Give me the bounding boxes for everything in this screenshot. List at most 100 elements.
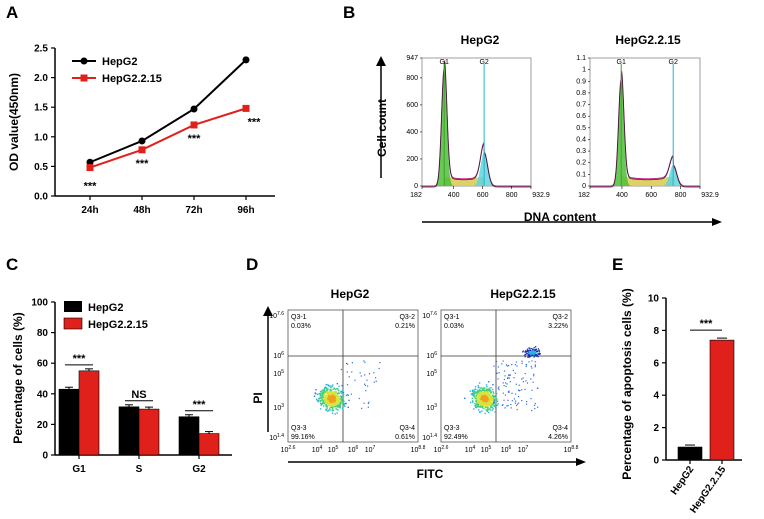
b-g1-peak-area — [590, 78, 700, 186]
d-event-dot — [328, 394, 330, 397]
d-event-dot — [489, 403, 492, 405]
d-event-dot — [492, 408, 494, 410]
d-event-dot — [488, 390, 491, 392]
d-event-dot — [338, 392, 340, 394]
d-event-dot — [337, 409, 339, 411]
d-event-dot — [472, 390, 475, 392]
d-event-dot — [530, 352, 533, 354]
d-event-dot — [330, 389, 333, 391]
d-q2-label: Q3-2 — [552, 314, 568, 321]
d-event-dot — [335, 402, 337, 405]
d-event-dot — [528, 356, 531, 358]
a-data-point — [138, 146, 146, 154]
d-event-dot — [340, 392, 343, 394]
d-event-dot — [475, 397, 477, 400]
d-event-dot — [496, 404, 498, 406]
d-event-dot — [470, 401, 472, 404]
d-y-tick-label: 105 — [426, 369, 437, 378]
d-event-dot — [329, 402, 331, 405]
d-x-tick-label: 104 — [312, 445, 323, 454]
d-q2-label: Q3-2 — [399, 314, 415, 321]
d-event-dot — [482, 387, 485, 389]
d-event-dot — [320, 404, 323, 406]
d-event-dot — [487, 402, 489, 404]
a-data-point — [86, 158, 94, 166]
d-event-dot — [338, 397, 341, 400]
c-annotations: *** NS *** — [65, 353, 213, 412]
b-y-tick-label: 1.1 — [576, 55, 586, 62]
d-event-dot — [328, 395, 330, 398]
d-event-dot — [470, 393, 473, 395]
c-legend-label-hepg2: HepG2 — [88, 302, 123, 314]
d-event-dot — [320, 399, 322, 402]
d-event-dot — [535, 355, 538, 357]
d-event-dot — [346, 394, 349, 396]
d-event-dot — [321, 403, 324, 405]
d-event-dot — [326, 410, 329, 412]
d-x-tick-label: 104 — [465, 445, 476, 454]
e-y-tick-label: 0 — [653, 456, 659, 467]
panel-c: C 0 20 40 60 80 100 G1 S G2 *** NS *** Percentage… — [6, 255, 232, 475]
a-legend-marker-hepg2215 — [80, 74, 88, 82]
d-event-dot — [364, 384, 366, 387]
d-event-dot — [537, 348, 539, 350]
d-event-dot — [325, 387, 327, 390]
d-event-dot — [486, 406, 488, 408]
d-event-dot — [339, 405, 341, 407]
d-event-dot — [339, 398, 341, 401]
d-event-dot — [319, 400, 321, 403]
d-event-dot — [527, 350, 529, 352]
d-event-dot — [490, 395, 492, 397]
d-event-dot — [373, 372, 375, 374]
a-legend-label-hepg2215: HepG2.2.15 — [102, 73, 162, 85]
d-event-dot — [341, 396, 343, 398]
d-event-dot — [525, 353, 528, 355]
d-event-dot — [332, 394, 334, 396]
d-event-dot — [484, 397, 486, 400]
d-event-dot — [342, 400, 345, 402]
d-event-dot — [510, 403, 512, 406]
d-event-dot — [504, 382, 507, 384]
d-event-dot — [471, 394, 473, 396]
d-event-dot — [334, 413, 336, 415]
d-event-dot — [480, 397, 482, 399]
b-x-tick-label: 932.9 — [532, 192, 550, 199]
d-event-dot — [337, 406, 339, 408]
d-event-dot — [528, 350, 531, 352]
e-bar — [709, 339, 735, 461]
d-event-dot — [531, 389, 533, 391]
panel-label-d: D — [246, 255, 258, 274]
c-bar — [178, 416, 200, 456]
d-event-dot — [534, 364, 536, 366]
d-event-dot — [506, 365, 508, 367]
d-event-dot — [322, 396, 324, 399]
d-event-dot — [483, 395, 486, 398]
d-event-dot — [347, 406, 349, 409]
d-event-dot — [527, 349, 529, 352]
d-event-dot — [474, 386, 477, 388]
b-y-tick-label: 0.2 — [576, 160, 586, 167]
d-plot-frame — [287, 309, 419, 443]
d-q1-value: 0.03% — [291, 323, 311, 330]
a-annotations: *** *** *** *** — [84, 116, 262, 192]
d-event-dot — [538, 353, 540, 356]
d-event-dot — [497, 387, 499, 389]
d-event-dot — [335, 396, 338, 399]
d-event-dot — [368, 401, 370, 403]
c-bar — [58, 388, 80, 456]
d-event-dot — [537, 350, 539, 352]
d-event-dot — [532, 353, 534, 356]
d-event-dot — [477, 392, 480, 394]
d-event-dot — [342, 389, 344, 391]
d-event-dot — [337, 399, 339, 402]
d-event-dot — [321, 393, 323, 395]
d-q3-value: 99.16% — [291, 434, 315, 441]
d-event-dot — [484, 412, 486, 415]
d-event-dot — [350, 393, 352, 395]
d-event-dot — [487, 396, 490, 398]
d-event-dot — [313, 395, 316, 397]
d-event-dot — [330, 393, 332, 396]
a-series — [86, 56, 250, 172]
d-event-dot — [534, 408, 536, 410]
